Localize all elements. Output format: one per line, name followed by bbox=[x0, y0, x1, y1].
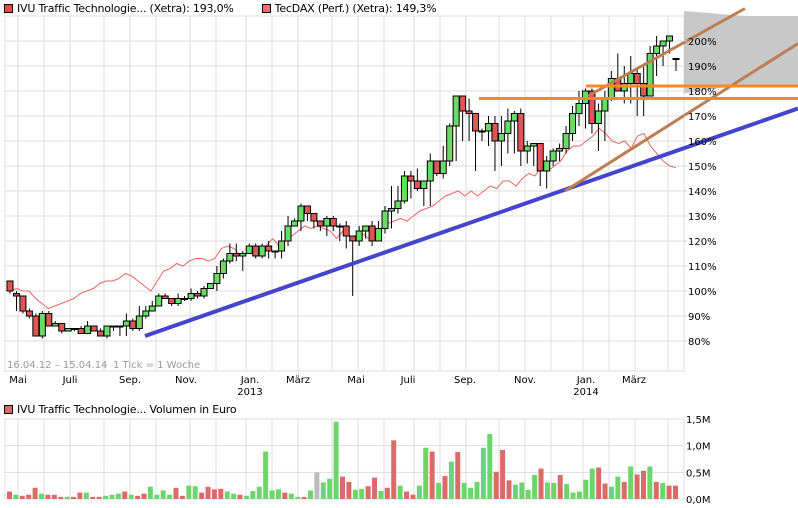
y-tick-label: 140% bbox=[688, 187, 717, 198]
x-tick-label: Jan. bbox=[240, 375, 260, 386]
legend-item-tecdax[interactable]: TecDAX (Perf.) (Xetra): 149,3% bbox=[261, 1, 437, 15]
y-tick-label: 110% bbox=[688, 262, 717, 273]
x-tick-label: Nov. bbox=[175, 375, 197, 386]
x-tick-label: Jan. bbox=[576, 375, 596, 386]
date-range-text: 16.04.12 – 15.04.14 bbox=[7, 360, 107, 371]
x-tick-label: Juli bbox=[400, 375, 416, 386]
volume-y-axis: 0,0M 0,5M 1,0M 1,5M bbox=[686, 415, 711, 506]
x-tick-label: Mai bbox=[9, 375, 27, 386]
x-tick-label: März bbox=[286, 375, 310, 386]
y-tick-label: 100% bbox=[688, 287, 717, 298]
volume-tick-label: 1,0M bbox=[686, 442, 711, 453]
y-tick-label: 150% bbox=[688, 162, 717, 173]
volume-tick-label: 1,5M bbox=[686, 415, 711, 426]
x-tick-label: März bbox=[622, 375, 646, 386]
price-grid bbox=[4, 15, 685, 372]
y-tick-label: 130% bbox=[688, 212, 717, 223]
legend-item-ivu[interactable]: IVU Traffic Technologie... (Xetra): 193,… bbox=[4, 2, 234, 15]
y-tick-label: 160% bbox=[688, 137, 717, 148]
x-tick-label: Juli bbox=[62, 375, 78, 386]
y-tick-label: 200% bbox=[688, 37, 717, 48]
volume-legend: IVU Traffic Technologie... Volumen in Eu… bbox=[4, 403, 237, 416]
x-tick-year: 2013 bbox=[237, 387, 262, 398]
x-tick-label: Sep. bbox=[119, 375, 141, 386]
volume-tick-label: 0,0M bbox=[686, 495, 711, 506]
legend-swatch-ivu bbox=[4, 3, 13, 13]
volume-bars bbox=[7, 421, 678, 499]
price-y-axis: 80% 90% 100% 110% 120% 130% 140% 150% 160% 170% 18… bbox=[684, 37, 717, 348]
legend-swatch-tecdax bbox=[261, 3, 271, 13]
y-tick-label: 120% bbox=[688, 237, 717, 248]
y-tick-label: 170% bbox=[688, 112, 717, 123]
x-tick-label: Mai bbox=[347, 375, 365, 386]
y-tick-label: 90% bbox=[688, 312, 710, 323]
x-tick-year: 2014 bbox=[573, 387, 598, 398]
channel-fill bbox=[684, 11, 798, 94]
price-legend: IVU Traffic Technologie... (Xetra): 193,… bbox=[4, 1, 464, 15]
x-tick-label: Nov. bbox=[514, 375, 536, 386]
volume-legend-label: IVU Traffic Technologie... Volumen in Eu… bbox=[17, 403, 237, 416]
x-tick-label: Sep. bbox=[454, 375, 476, 386]
volume-legend-swatch bbox=[4, 405, 13, 414]
y-tick-label: 80% bbox=[688, 337, 710, 348]
legend-label-ivu: IVU Traffic Technologie... (Xetra): 193,… bbox=[17, 1, 234, 15]
y-tick-label: 180% bbox=[688, 87, 717, 98]
y-tick-label: 190% bbox=[688, 62, 717, 73]
volume-tick-label: 0,5M bbox=[686, 468, 711, 479]
tick-info-text: 1 Tick = 1 Woche bbox=[113, 360, 200, 371]
legend-label-tecdax: TecDAX (Perf.) (Xetra): 149,3% bbox=[274, 1, 437, 15]
trend-lines bbox=[144, 7, 798, 338]
